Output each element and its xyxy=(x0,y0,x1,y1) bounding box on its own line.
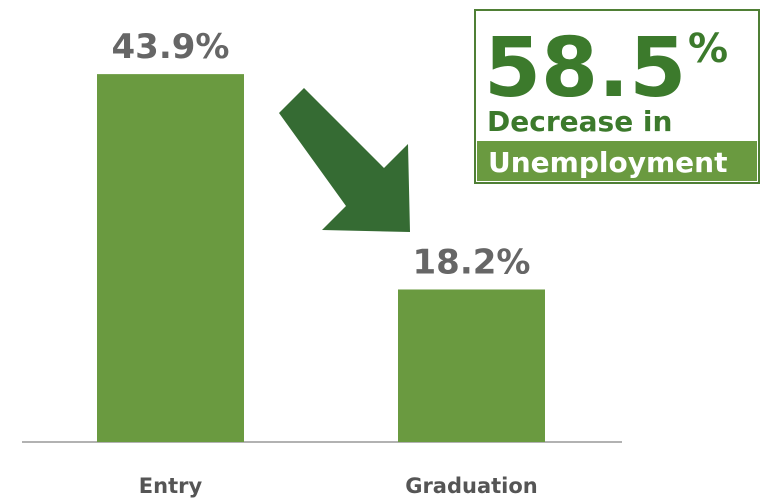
bar xyxy=(398,289,545,442)
callout-unit: % xyxy=(688,26,728,72)
callout-line1: Decrease in xyxy=(487,105,672,138)
callout-band xyxy=(477,141,757,181)
value-label: 43.9% xyxy=(112,27,230,67)
callout-line2: Unemployment xyxy=(488,146,727,179)
callout-value: 58.5 xyxy=(484,21,686,116)
x-tick-label: Graduation xyxy=(405,474,538,498)
bar xyxy=(97,74,244,443)
x-tick-label: Entry xyxy=(139,474,203,498)
decrease-arrow xyxy=(279,88,410,232)
value-label: 18.2% xyxy=(413,242,531,282)
